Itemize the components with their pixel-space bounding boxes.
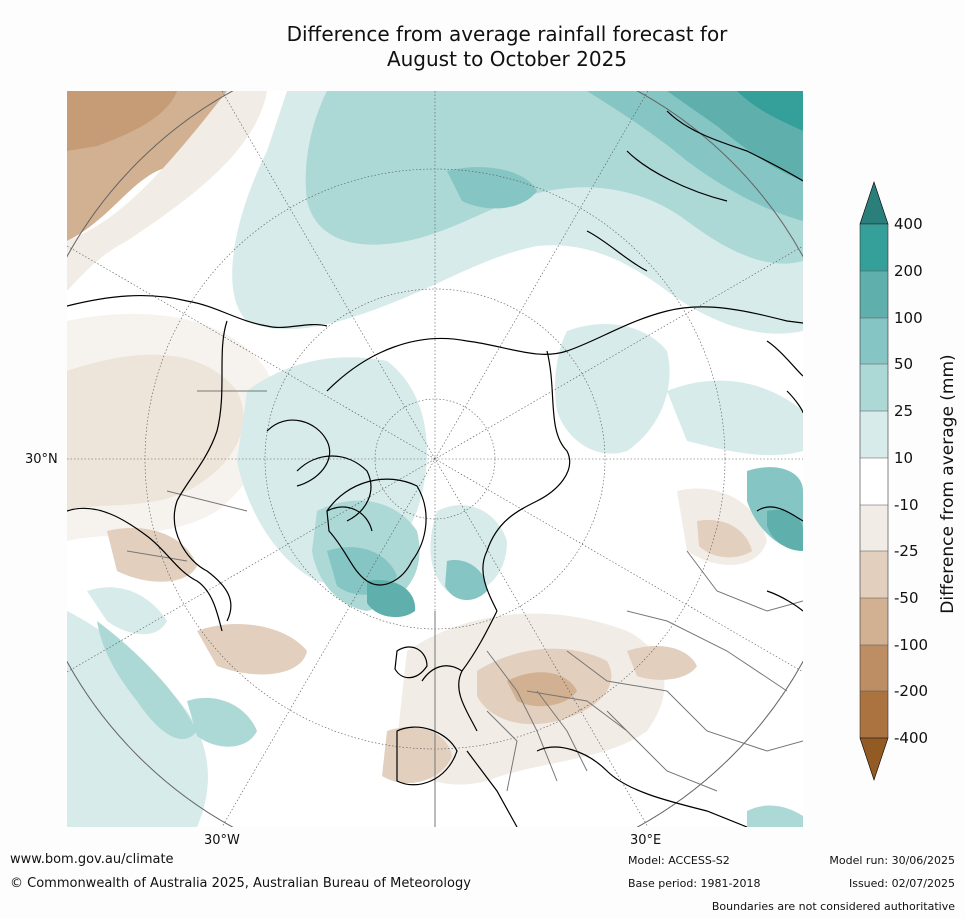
coast-east-asia [756,506,803,612]
dry-fringe-nw [67,91,267,291]
cb-tick-minus10: -10 [894,496,919,514]
map-canvas [67,91,803,827]
cb-band-minus100-minus200 [860,645,888,691]
model-text: Model: ACCESS-S2 [628,854,730,867]
dry-core-europe [507,672,577,707]
cb-band-minus10-minus25 [860,505,888,551]
wetter-regions [67,91,803,827]
cb-tick-50: 50 [894,355,914,373]
colorbar-title: Difference from average (mm) [938,354,958,614]
colorbar-frame [859,223,889,739]
dry-fringe-na [67,313,275,541]
colorbar-bottom-arrow [859,737,889,781]
base-period-text: Base period: 1981-2018 [628,877,761,890]
cb-tick-minus25: -25 [894,542,919,560]
coast-north-america [67,294,328,632]
coast-north-asia [326,306,803,392]
cb-tick-25: 25 [894,402,914,420]
cb-tick-minus100: -100 [894,636,929,654]
coast-iberia-mediterranean [396,726,518,827]
cb-band-25-50 [860,364,888,411]
colorbar-top-arrow [859,181,889,225]
coast-scandinavia [421,350,571,732]
cb-band-minus50-minus100 [860,598,888,645]
cb-band-neutral [860,458,888,505]
website-link[interactable]: www.bom.gov.au/climate [10,852,174,867]
cb-band-minus25-minus50 [860,551,888,598]
chart-title: Difference from average rainfall forecas… [0,22,965,72]
lat-label-30n: 30°N [25,452,58,467]
cb-band-50-100 [860,318,888,364]
wet-region-tropics [97,621,197,740]
cb-tick-100: 100 [894,309,923,327]
wet-peak-kamchatka [737,91,803,131]
wet-patch-atlantic [187,697,257,747]
wet-region-norway [445,560,487,601]
issued-text: Issued: 02/07/2025 [848,877,955,890]
coastlines [67,110,803,827]
coast-mediterranean-east [536,746,748,827]
wet-fringe-east-siberia [667,380,803,456]
borders-eurasia [486,550,803,792]
lon-label-30w: 30°W [204,833,240,848]
coast-east-siberia [586,110,803,414]
cb-band-10-25 [860,411,888,458]
country-borders [126,390,803,792]
cb-tick-minus50: -50 [894,589,919,607]
copyright-text: © Commonwealth of Australia 2025, Austra… [10,876,471,891]
wet-fringe-siberian-coast [555,323,670,454]
wet-patch-se [747,805,803,827]
cb-tick-minus400: -400 [894,729,929,747]
cb-tick-400: 400 [894,215,923,233]
rainfall-map [67,91,803,827]
title-line-1: Difference from average rainfall forecas… [286,22,728,46]
cb-tick-10: 10 [894,449,914,467]
colorbar-dividers [860,270,888,692]
title-line-2: August to October 2025 [386,47,628,71]
coast-canadian-archipelago [266,419,373,532]
colorbar-graphic [859,181,889,781]
model-run-text: Model run: 30/06/2025 [829,854,955,867]
wet-peak-greenland [367,580,416,618]
cb-band-minus200-minus400 [860,691,888,738]
wet-fringe-pacific [87,587,167,635]
disclaimer-text: Boundaries are not considered authoritat… [711,900,955,913]
coast-greenland [326,478,427,586]
coast-british-isles [394,646,428,679]
cb-tick-200: 200 [894,262,923,280]
wet-fringe-tropics [67,611,208,827]
colorbar [858,180,890,784]
dry-region-atlantic [197,623,307,675]
dry-region-nw-core [67,91,177,151]
cb-band-200-400 [860,224,888,271]
dry-region-east-europe [627,646,697,680]
wet-core-east-asia [767,509,803,551]
wet-patch-arctic [447,167,537,209]
dry-region-siberia [697,520,752,558]
lon-label-30e: 30°E [630,833,662,848]
cb-tick-minus200: -200 [894,682,929,700]
cb-band-100-200 [860,271,888,318]
